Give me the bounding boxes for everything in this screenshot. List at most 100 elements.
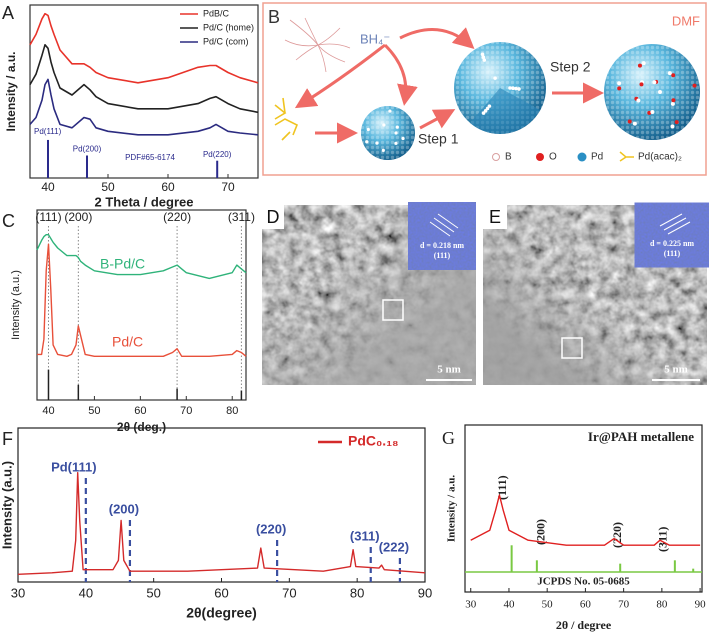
x-tick-label: 80 <box>226 405 238 417</box>
micrograph: D d = 0.218 nm (111) 5 nm E d = 0.225 nm… <box>262 205 707 385</box>
dot <box>632 121 637 126</box>
scale-label: 5 nm <box>437 364 461 376</box>
letter-box <box>483 205 507 229</box>
x-tick-label: 60 <box>214 585 228 600</box>
dot <box>517 87 521 91</box>
dot <box>493 76 497 80</box>
dot <box>667 71 672 76</box>
dot <box>641 61 646 66</box>
dot <box>617 86 622 91</box>
peak-label: (311) <box>656 527 670 552</box>
x-tick-label: 40 <box>79 585 93 600</box>
legend-marker <box>619 151 634 162</box>
dot <box>481 111 486 115</box>
panel-letter: E <box>489 207 501 227</box>
reference-label: (220) <box>256 521 286 536</box>
scheme: B DMF BH₄⁻ Step 1 Step 2 B O Pd Pd(acac)… <box>262 2 707 176</box>
dot <box>637 63 642 68</box>
dot <box>388 109 392 113</box>
x-tick-label: 60 <box>134 405 146 417</box>
y-axis-label: Intensity / a.u. <box>4 51 18 131</box>
peak-label: (111) <box>495 475 509 500</box>
reference-label: (222) <box>379 539 409 554</box>
dot <box>658 90 662 94</box>
series-line <box>29 12 259 84</box>
series-line <box>37 243 247 357</box>
dot <box>670 124 675 129</box>
x-tick-label: 70 <box>618 599 630 611</box>
reference-label: (220) <box>163 210 191 224</box>
precursor <box>274 97 299 141</box>
reference-name: JCPDS No. 05-0685 <box>537 576 630 588</box>
x-tick-label: 60 <box>580 599 592 611</box>
peak-label: (220) <box>610 522 624 548</box>
chart: F 30 40 50 60 70 80 90 2θ(degree) Intensity (a.u.… <box>0 427 432 621</box>
polymer <box>284 17 351 73</box>
fft-inset <box>641 208 703 262</box>
panel-letter: B <box>268 7 280 27</box>
dot <box>394 131 398 135</box>
plot-frame <box>464 424 703 593</box>
legend-marker <box>536 153 544 161</box>
seed-texture <box>361 106 415 160</box>
reference-label: Pd(111) <box>51 459 97 474</box>
dot <box>375 141 379 145</box>
legend-marker <box>492 153 500 161</box>
x-tick-label: 80 <box>350 585 364 600</box>
x-tick-label: 50 <box>101 180 115 194</box>
legend-label: Pd(acac)₂ <box>638 152 682 163</box>
legend-label: B <box>505 152 512 163</box>
plot-frame <box>36 209 247 401</box>
x-tick-label: 90 <box>695 599 707 611</box>
x-tick-label: 50 <box>542 599 554 611</box>
y-axis-label: Intensity (a.u.) <box>0 461 14 549</box>
reference-label: (311) <box>228 210 255 224</box>
dot <box>480 52 485 57</box>
dot <box>511 86 515 91</box>
lattice-fringes <box>659 213 691 235</box>
plane: (111) <box>664 249 681 258</box>
reference-label: (200) <box>64 210 92 224</box>
x-tick-label: 30 <box>11 585 25 600</box>
chart-title: Ir@PAH metallene <box>588 429 694 444</box>
x-tick-label: 40 <box>41 180 55 194</box>
dot <box>617 81 622 86</box>
facet <box>470 88 540 134</box>
roi-box <box>382 299 404 321</box>
x-tick-label: 60 <box>161 180 175 194</box>
roi-box <box>561 337 583 359</box>
chart: A 40 50 60 70 2 Theta / degree Intensity / a.u… <box>2 3 259 209</box>
chart: C 40 50 60 70 80 2θ (deg.) Intensity (a.u.) (111… <box>2 209 255 434</box>
series-line <box>470 494 701 546</box>
dot <box>401 136 405 141</box>
peak-label: (200) <box>533 519 547 545</box>
dot <box>482 58 487 62</box>
dopant-dots <box>365 52 697 152</box>
x-tick-label: 70 <box>221 180 235 194</box>
arrows <box>294 27 604 144</box>
legend-label: Pd/C (com) <box>203 36 249 46</box>
chart: G 30 40 50 60 70 80 90 2θ / degree Intensity / a.… <box>442 424 707 632</box>
dot <box>627 119 632 124</box>
lattice-fringes <box>429 213 459 237</box>
plane: (111) <box>434 251 451 260</box>
x-axis-label: 2θ (deg.) <box>117 420 166 434</box>
series-line <box>36 234 247 280</box>
reference-label: Pd(220) <box>203 150 232 159</box>
reagent-label: BH₄⁻ <box>360 31 390 46</box>
dot <box>692 83 697 88</box>
x-tick-label: 50 <box>88 405 100 417</box>
x-axis-label: 2θ / degree <box>556 618 612 632</box>
x-axis-label: 2θ(degree) <box>186 605 257 621</box>
y-axis-label: Intensity / a.u. <box>446 475 458 542</box>
legend-label: PdC₀.₁₈ <box>348 433 399 449</box>
scale-label: 5 nm <box>664 364 688 376</box>
d-spacing: d = 0.218 nm <box>420 241 464 250</box>
x-tick-label: 30 <box>465 599 477 611</box>
dot <box>395 125 399 129</box>
panel-letter: D <box>267 207 280 227</box>
reference-label: Pd(111) <box>34 127 62 136</box>
letter-box <box>262 205 284 229</box>
series-label: B-Pd/C <box>100 256 145 272</box>
pdb-texture <box>604 44 700 140</box>
